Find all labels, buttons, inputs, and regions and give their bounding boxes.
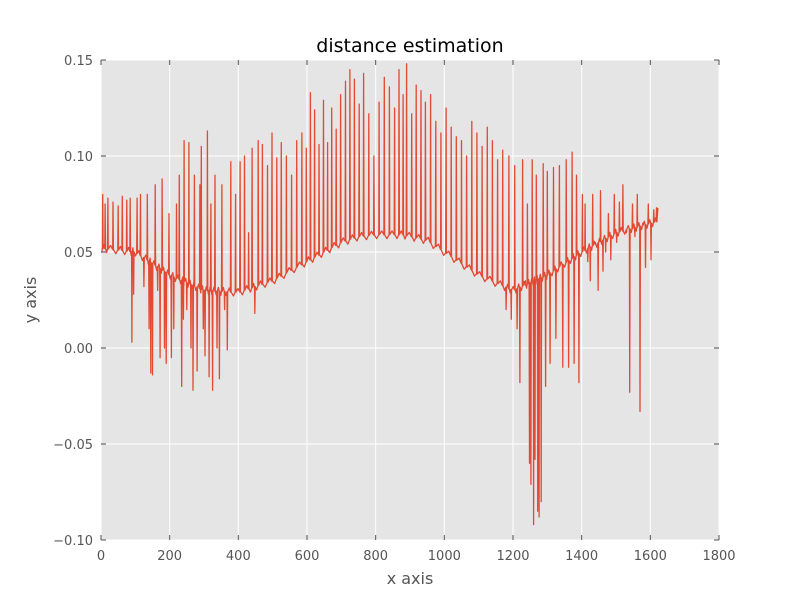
y-tick-label: 0.05 [64,246,93,261]
chart-title: distance estimation [316,35,503,57]
x-tick-label: 400 [226,549,251,564]
x-tick-label: 1000 [428,549,461,564]
x-tick-label: 1200 [496,549,529,564]
plot-frame [100,59,720,541]
x-tick-label: 800 [363,549,388,564]
x-axis-label: x axis [387,569,434,588]
y-tick-label: 0.10 [64,150,93,165]
y-tick-label: −0.05 [53,438,93,453]
x-tick-label: 1600 [634,549,667,564]
x-tick-label: 1800 [702,549,735,564]
y-tick-label: −0.10 [53,534,93,549]
x-tick-label: 200 [157,549,182,564]
series-line [100,63,659,526]
series-group [100,63,659,526]
x-tick-label: 600 [295,549,320,564]
x-axis-ticks: 0 200 400 600 800 1000 1200 1400 1600 1800 [97,60,736,564]
x-tick-label: 0 [97,549,105,564]
y-tick-label: 0.15 [64,54,93,69]
y-tick-label: 0.00 [64,342,93,357]
x-tick-label: 1400 [565,549,598,564]
y-axis-ticks: −0.10 −0.05 0.00 0.05 0.10 0.15 [53,54,719,549]
y-axis-label: y axis [21,277,40,324]
